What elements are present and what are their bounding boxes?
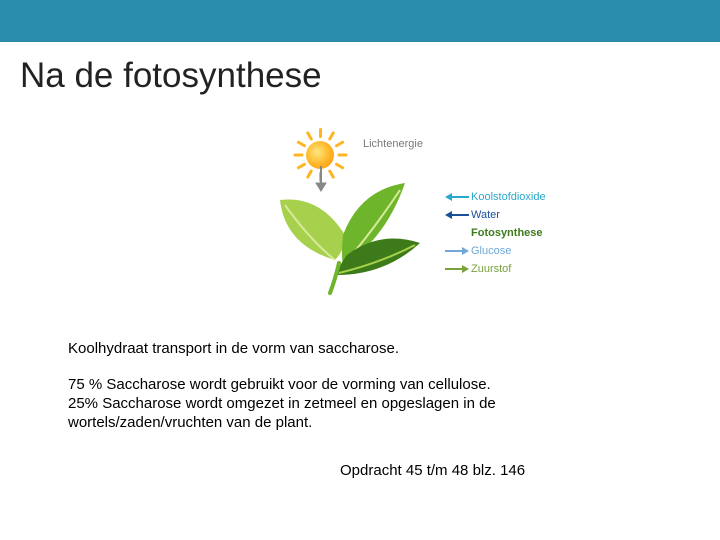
sun-ray xyxy=(327,131,335,141)
legend-item: Fotosynthese xyxy=(445,224,546,242)
arrow-out-icon xyxy=(445,246,471,256)
body-paragraph: 75 % Saccharose wordt gebruikt voor de v… xyxy=(68,376,491,395)
top-accent-bar xyxy=(0,0,720,42)
legend-item: Zuurstof xyxy=(445,260,546,278)
sun-ray xyxy=(334,140,344,148)
legend-item: Glucose xyxy=(445,242,546,260)
light-energy-label: Lichtenergie xyxy=(363,138,423,150)
diagram-legend: Koolstofdioxide Water Fotosynthese Gluco… xyxy=(445,188,546,278)
legend-label: Koolstofdioxide xyxy=(471,188,546,206)
arrow-in-icon xyxy=(445,192,471,202)
body-paragraph: wortels/zaden/vruchten van de plant. xyxy=(68,414,312,433)
sun-ray xyxy=(305,131,313,141)
sun-ray xyxy=(319,128,322,138)
photosynthesis-diagram: Lichtenergie Koo xyxy=(235,120,585,300)
legend-label: Fotosynthese xyxy=(471,224,543,242)
sun-ray xyxy=(293,154,303,157)
legend-label: Zuurstof xyxy=(471,260,511,278)
legend-item: Water xyxy=(445,206,546,224)
arrow-in-icon xyxy=(445,210,471,220)
assignment-text: Opdracht 45 t/m 48 blz. 146 xyxy=(340,462,525,479)
leaves-icon xyxy=(265,165,425,295)
legend-item: Koolstofdioxide xyxy=(445,188,546,206)
arrow-out-icon xyxy=(445,264,471,274)
legend-label: Water xyxy=(471,206,500,224)
legend-label: Glucose xyxy=(471,242,511,260)
sun-ray xyxy=(337,154,347,157)
slide-title: Na de fotosynthese xyxy=(20,56,322,96)
sun-ray xyxy=(296,140,306,148)
body-paragraph: Koolhydraat transport in de vorm van sac… xyxy=(68,340,399,359)
body-paragraph: 25% Saccharose wordt omgezet in zetmeel … xyxy=(68,395,496,414)
slide: Na de fotosynthese Lichtenergie xyxy=(0,0,720,540)
